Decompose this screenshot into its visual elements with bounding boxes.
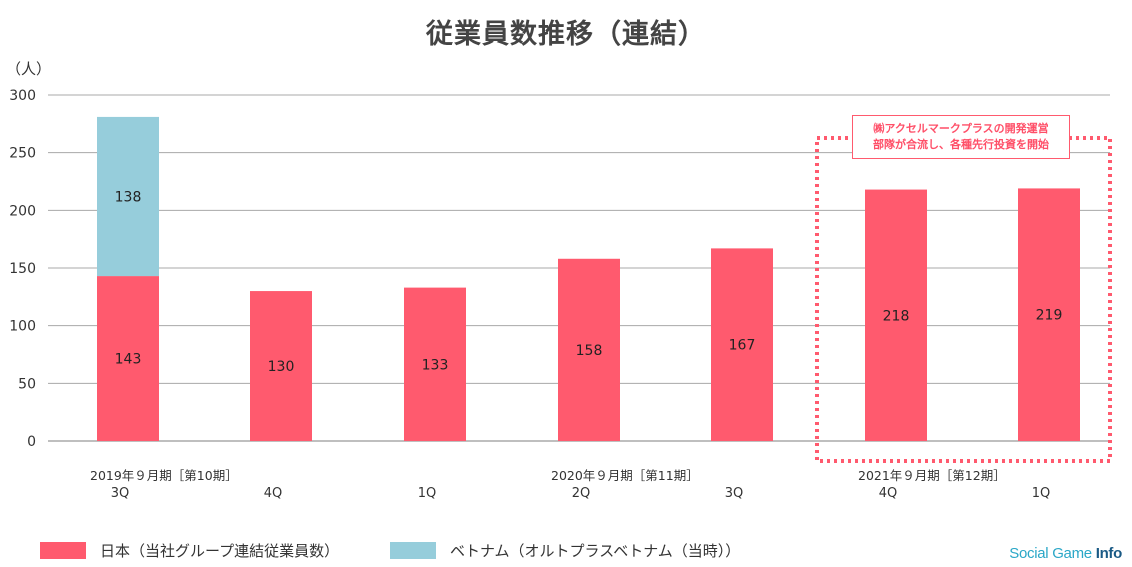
period-label: 2021年９月期［第12期］ xyxy=(858,468,1006,483)
bars xyxy=(97,116,1080,441)
bar-chart: 0 50 100 150 200 250 300 143 138 130 133 158 167 218… xyxy=(9,88,1112,501)
chart-title: 従業員数推移（連結） xyxy=(426,19,706,50)
x-tick-label: 3Q xyxy=(111,486,130,501)
y-tick-label: 0 xyxy=(27,434,36,450)
y-tick-label: 250 xyxy=(9,146,36,162)
x-tick-label: 1Q xyxy=(418,486,437,501)
period-label: 2019年９月期［第10期］ xyxy=(90,468,238,483)
callout-note: ㈱アクセルマークプラスの開発運営 部隊が合流し、各種先行投資を開始 xyxy=(852,115,1070,159)
bar-japan xyxy=(250,291,312,441)
data-label: 138 xyxy=(115,189,142,205)
period-label: 2020年９月期［第11期］ xyxy=(551,468,699,483)
bar-japan xyxy=(711,248,773,441)
y-tick-label: 150 xyxy=(9,261,36,277)
legend-label-japan: 日本（当社グループ連結従業員数） xyxy=(100,541,340,560)
bar-vietnam xyxy=(97,116,159,277)
data-label: 219 xyxy=(1036,308,1063,324)
y-tick-label: 200 xyxy=(9,203,36,219)
bar-japan xyxy=(97,276,159,441)
legend-swatch-vietnam xyxy=(390,541,436,559)
bar-japan xyxy=(865,189,927,441)
brand-text-info: Info xyxy=(1095,545,1123,562)
data-labels: 143 138 130 133 158 167 218 219 xyxy=(115,189,1063,375)
y-axis-unit-label: （人） xyxy=(6,60,52,78)
bar-japan xyxy=(1018,188,1080,441)
data-label: 143 xyxy=(115,352,142,368)
x-tick-label: 3Q xyxy=(725,486,744,501)
legend-label-vietnam: ベトナム（オルトプラスベトナム（当時）） xyxy=(450,541,741,560)
data-label: 133 xyxy=(422,357,449,373)
data-label: 167 xyxy=(729,338,756,354)
x-tick-label: 4Q xyxy=(879,486,898,501)
brand-text-social-game: Social Game xyxy=(1009,545,1096,562)
y-axis-ticks: 0 50 100 150 200 250 300 xyxy=(9,88,36,450)
legend-item-japan: 日本（当社グループ連結従業員数） xyxy=(40,540,339,560)
bar-japan xyxy=(558,258,620,441)
data-label: 158 xyxy=(576,343,603,359)
data-label: 218 xyxy=(883,308,910,324)
x-axis-ticks: 3Q 4Q 1Q 2Q 3Q 4Q 1Q 2019年９月期［第10期］ 2020年９月期［第11… xyxy=(90,468,1050,501)
y-tick-label: 100 xyxy=(9,319,36,335)
y-tick-label: 50 xyxy=(18,376,36,392)
callout-line-2: 部隊が合流し、各種先行投資を開始 xyxy=(873,138,1049,151)
callout-line-1: ㈱アクセルマークプラスの開発運営 xyxy=(873,122,1049,135)
x-tick-label: 4Q xyxy=(264,486,283,501)
brand-logo: Social Game Info xyxy=(1009,545,1122,562)
x-tick-label: 2Q xyxy=(572,486,591,501)
legend-item-vietnam: ベトナム（オルトプラスベトナム（当時）） xyxy=(390,540,740,560)
bar-japan xyxy=(404,287,466,441)
legend-swatch-japan xyxy=(40,541,86,559)
x-tick-label: 1Q xyxy=(1032,486,1051,501)
y-tick-label: 300 xyxy=(9,88,36,104)
data-label: 130 xyxy=(268,359,295,375)
